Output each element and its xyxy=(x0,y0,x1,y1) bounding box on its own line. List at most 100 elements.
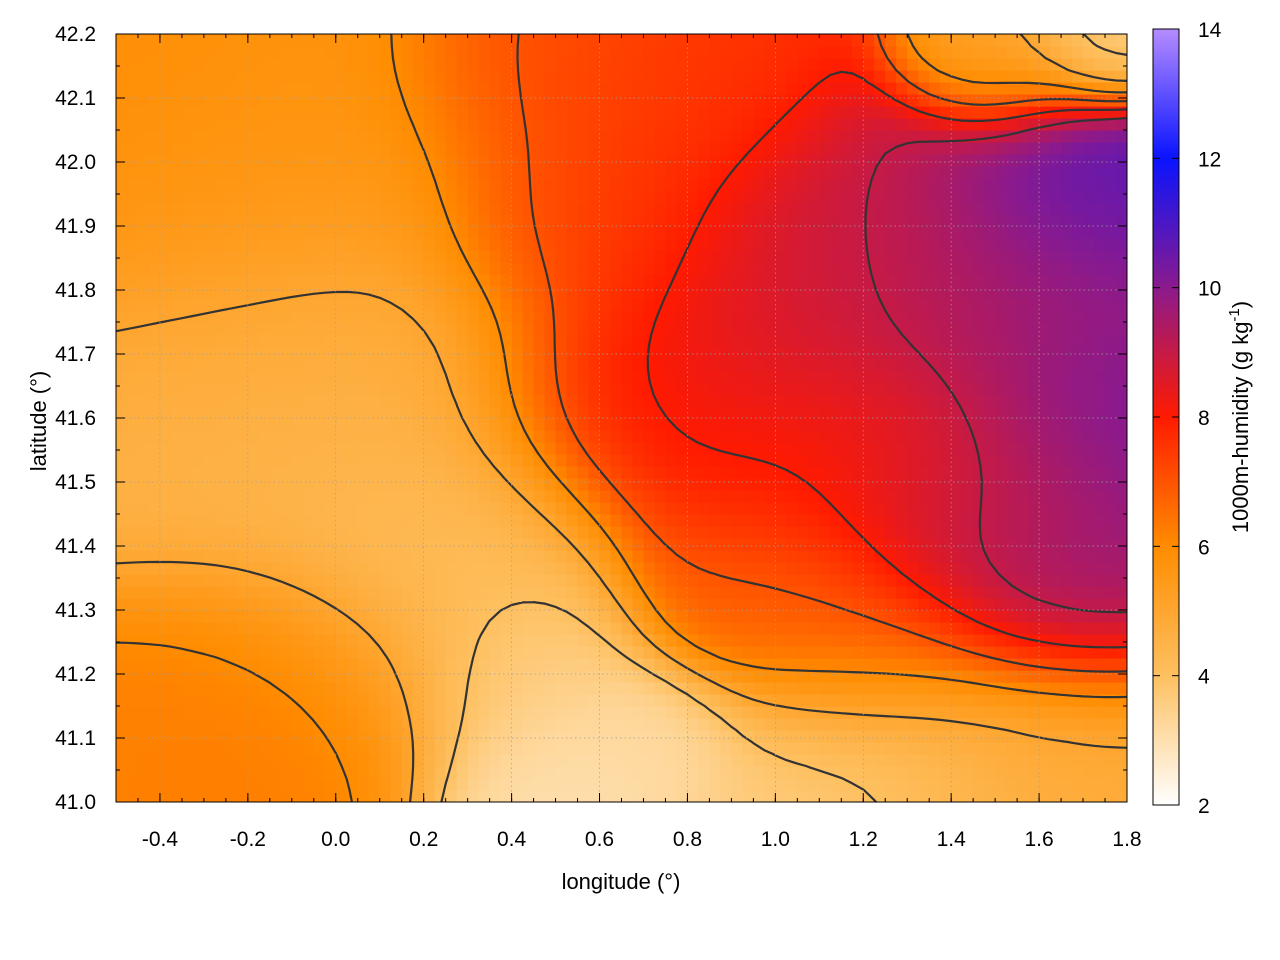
heatmap-cell xyxy=(247,766,260,779)
heatmap-cell xyxy=(720,166,732,179)
heatmap-cell xyxy=(379,334,392,347)
heatmap-cell xyxy=(159,742,172,755)
heatmap-cell xyxy=(566,682,579,695)
heatmap-cell xyxy=(786,562,798,575)
heatmap-cell xyxy=(533,322,546,335)
heatmap-cell xyxy=(973,154,985,167)
heatmap-cell xyxy=(1006,226,1018,239)
heatmap-cell xyxy=(1006,442,1018,455)
heatmap-cell xyxy=(808,190,820,203)
heatmap-cell xyxy=(126,478,139,491)
heatmap-cell xyxy=(896,742,908,755)
heatmap-cell xyxy=(654,706,667,719)
heatmap-cell xyxy=(951,442,963,455)
heatmap-cell xyxy=(181,430,194,443)
heatmap-cell xyxy=(401,574,414,587)
heatmap-cell xyxy=(291,790,304,802)
heatmap-cell xyxy=(346,250,359,263)
heatmap-cell xyxy=(258,142,271,155)
heatmap-cell xyxy=(577,478,590,491)
heatmap-cell xyxy=(170,334,183,347)
heatmap-cell xyxy=(247,166,260,179)
heatmap-cell xyxy=(995,406,1007,419)
heatmap-cell xyxy=(874,742,886,755)
heatmap-cell xyxy=(874,646,886,659)
heatmap-cell xyxy=(423,190,436,203)
heatmap-cell xyxy=(489,346,502,359)
heatmap-cell xyxy=(1116,490,1127,503)
heatmap-cell xyxy=(368,670,381,683)
heatmap-cell xyxy=(478,610,491,623)
heatmap-cell xyxy=(687,778,700,791)
heatmap-cell xyxy=(544,766,557,779)
heatmap-cell xyxy=(720,478,732,491)
heatmap-cell xyxy=(918,502,930,515)
heatmap-cell xyxy=(434,358,447,371)
heatmap-cell xyxy=(456,286,469,299)
heatmap-cell xyxy=(775,430,787,443)
heatmap-cell xyxy=(533,502,546,515)
heatmap-cell xyxy=(456,202,469,215)
heatmap-cell xyxy=(753,214,765,227)
heatmap-cell xyxy=(984,310,996,323)
heatmap-cell xyxy=(368,274,381,287)
heatmap-cell xyxy=(346,742,359,755)
heatmap-cell xyxy=(808,670,820,683)
heatmap-cell xyxy=(621,322,634,335)
heatmap-cell xyxy=(1028,694,1040,707)
heatmap-cell xyxy=(797,202,809,215)
heatmap-cell xyxy=(148,634,161,647)
heatmap-cell xyxy=(1039,238,1051,251)
heatmap-cell xyxy=(1105,382,1117,395)
heatmap-cell xyxy=(390,622,403,635)
heatmap-cell xyxy=(291,778,304,791)
heatmap-cell xyxy=(126,538,139,551)
heatmap-cell xyxy=(478,418,491,431)
heatmap-cell xyxy=(940,226,952,239)
heatmap-cell xyxy=(742,598,754,611)
heatmap-cell xyxy=(412,214,425,227)
heatmap-cell xyxy=(1039,550,1051,563)
heatmap-cell xyxy=(1039,286,1051,299)
heatmap-cell xyxy=(720,418,732,431)
heatmap-cell xyxy=(1094,766,1106,779)
heatmap-cell xyxy=(423,694,436,707)
heatmap-cell xyxy=(203,178,216,191)
heatmap-cell xyxy=(577,526,590,539)
heatmap-cell xyxy=(808,610,820,623)
heatmap-cell xyxy=(291,610,304,623)
heatmap-cell xyxy=(137,706,150,719)
heatmap-cell xyxy=(654,430,667,443)
heatmap-cell xyxy=(456,394,469,407)
heatmap-cell xyxy=(302,706,315,719)
heatmap-cell xyxy=(676,550,689,563)
heatmap-cell xyxy=(610,562,623,575)
heatmap-cell xyxy=(203,358,216,371)
heatmap-cell xyxy=(720,382,732,395)
heatmap-cell xyxy=(533,442,546,455)
heatmap-cell xyxy=(1050,214,1062,227)
heatmap-cell xyxy=(863,718,875,731)
heatmap-cell xyxy=(742,514,754,527)
heatmap-cell xyxy=(808,730,820,743)
heatmap-cell xyxy=(841,442,853,455)
heatmap-cell xyxy=(973,430,985,443)
heatmap-cell xyxy=(1028,214,1040,227)
heatmap-cell xyxy=(192,538,205,551)
heatmap-cell xyxy=(544,394,557,407)
heatmap-cell xyxy=(214,154,227,167)
heatmap-cell xyxy=(775,550,787,563)
heatmap-cell xyxy=(236,298,249,311)
heatmap-cell xyxy=(357,202,370,215)
heatmap-cell xyxy=(390,406,403,419)
heatmap-cell xyxy=(709,694,721,707)
heatmap-cell xyxy=(709,226,721,239)
heatmap-cell xyxy=(434,754,447,767)
heatmap-cell xyxy=(962,670,974,683)
heatmap-cell xyxy=(1083,286,1095,299)
heatmap-cell xyxy=(335,442,348,455)
heatmap-cell xyxy=(676,454,689,467)
heatmap-cell xyxy=(753,634,765,647)
heatmap-cell xyxy=(247,730,260,743)
heatmap-cell xyxy=(610,694,623,707)
